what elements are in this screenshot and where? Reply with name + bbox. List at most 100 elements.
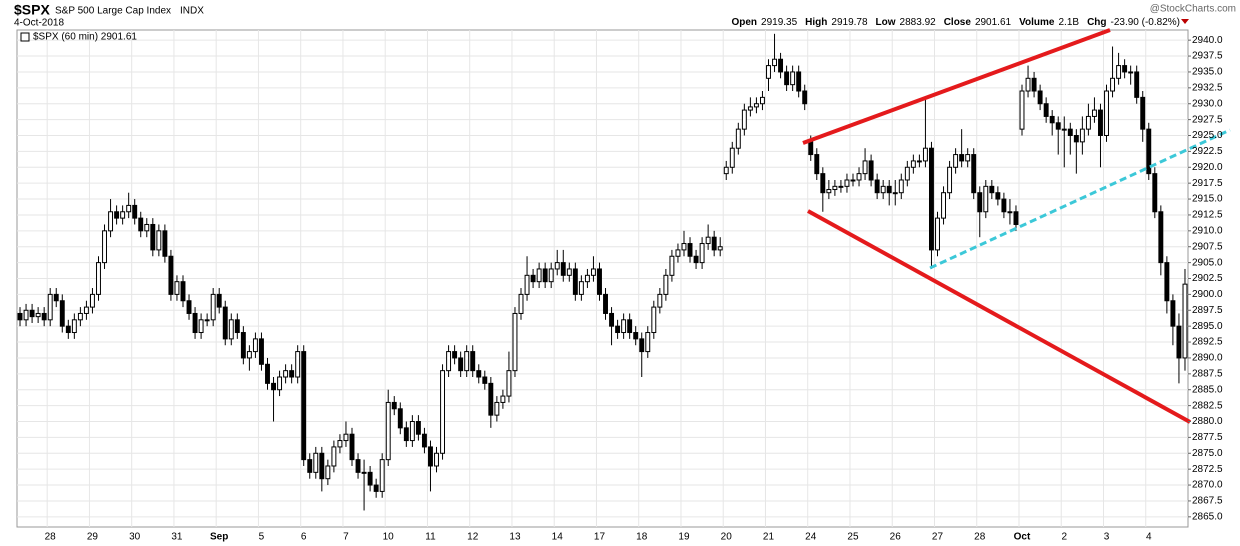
- candle-body: [464, 351, 470, 372]
- y-tick-label: 2905.0: [1192, 257, 1223, 268]
- candle-body: [59, 300, 65, 327]
- x-tick-label: Sep: [210, 532, 228, 543]
- candle-body: [814, 154, 820, 175]
- y-tick-label: 2922.5: [1192, 146, 1223, 157]
- candle-body: [832, 185, 838, 191]
- candle-body: [494, 401, 500, 416]
- y-tick-label: 2930.0: [1192, 98, 1223, 109]
- candle-body: [1019, 90, 1025, 130]
- y-tick-label: 2937.5: [1192, 51, 1223, 62]
- candle-body: [1170, 300, 1176, 327]
- candle-body: [138, 217, 144, 232]
- x-tick-label: 4: [1146, 532, 1152, 543]
- y-tick-label: 2925.0: [1192, 130, 1223, 141]
- candle-body: [1140, 96, 1146, 130]
- candle-body: [361, 471, 367, 474]
- y-tick-label: 2880.0: [1192, 416, 1223, 427]
- candle-body: [796, 71, 802, 92]
- candle-body: [1164, 262, 1170, 302]
- x-tick-label: 26: [890, 532, 902, 543]
- candle-body: [741, 109, 747, 130]
- candle-body: [639, 338, 645, 353]
- x-tick-label: 2: [1061, 532, 1067, 543]
- y-tick-label: 2882.5: [1192, 400, 1223, 411]
- y-tick-label: 2890.0: [1192, 353, 1223, 364]
- x-tick-label: 12: [467, 532, 479, 543]
- y-tick-label: 2870.0: [1192, 480, 1223, 491]
- candle-body: [337, 440, 343, 448]
- candle-body: [633, 332, 639, 340]
- exchange: INDX: [180, 6, 204, 17]
- candle-body: [886, 185, 892, 194]
- candle-body: [488, 382, 494, 416]
- candle-body: [910, 160, 916, 168]
- ohlc-value: -23.90 (-0.82%): [1111, 17, 1180, 28]
- candle-body: [947, 166, 953, 194]
- candle-body: [35, 312, 41, 318]
- candle-body: [446, 351, 452, 372]
- candle-body: [1073, 135, 1079, 143]
- candle-body: [162, 230, 168, 257]
- candle-body: [506, 370, 512, 397]
- candle-body: [657, 293, 663, 308]
- candle-body: [898, 179, 904, 194]
- x-tick-label: 19: [678, 532, 690, 543]
- candle-body: [935, 217, 940, 251]
- candle-body: [1025, 77, 1031, 92]
- candle-body: [409, 420, 415, 442]
- candle-body: [482, 376, 488, 384]
- x-tick-label: 17: [594, 532, 606, 543]
- candle-body: [1128, 71, 1134, 74]
- candle-body: [1134, 71, 1140, 98]
- candle-body: [144, 223, 150, 232]
- candle-body: [391, 401, 397, 410]
- y-tick-label: 2920.0: [1192, 162, 1223, 173]
- candle-body: [277, 376, 283, 391]
- y-tick-label: 2900.0: [1192, 289, 1223, 300]
- candle-body: [669, 255, 675, 276]
- candle-body: [83, 306, 89, 314]
- candle-body: [766, 65, 771, 79]
- candle-body: [1158, 211, 1164, 264]
- candle-body: [1146, 128, 1152, 175]
- candle-body: [953, 154, 959, 168]
- date: 4-Oct-2018: [14, 18, 64, 29]
- candle-body: [1049, 115, 1055, 124]
- candle-body: [156, 230, 162, 251]
- candle-body: [892, 192, 898, 195]
- candle-body: [772, 58, 777, 67]
- candle-body: [150, 223, 156, 251]
- support-trendline: [929, 128, 1231, 270]
- candle-body: [784, 71, 790, 86]
- candle-body: [621, 319, 627, 334]
- watermark: @StockCharts.com: [1150, 4, 1236, 15]
- candle-body: [222, 306, 228, 340]
- y-tick-label: 2877.5: [1192, 432, 1223, 443]
- candle-body: [729, 147, 735, 168]
- candle-body: [295, 351, 301, 378]
- candle-body: [1182, 283, 1188, 359]
- candle-body: [977, 192, 983, 213]
- candle-body: [470, 351, 476, 372]
- x-tick-label: Oct: [1014, 532, 1031, 543]
- candle-body: [609, 312, 615, 327]
- ohlc-label: Open: [731, 17, 757, 28]
- candle-body: [597, 268, 602, 295]
- candle-body: [421, 433, 427, 448]
- ohlc-header: Open 2919.35 High 2919.78 Low 2883.92 Close 290…: [731, 17, 1180, 28]
- candle-body: [735, 128, 741, 149]
- candle-body: [995, 192, 1001, 200]
- candle-body: [627, 319, 633, 334]
- candle-body: [452, 351, 458, 359]
- x-tick-label: 7: [343, 532, 349, 543]
- candle-body: [880, 185, 886, 194]
- y-tick-label: 2915.0: [1192, 194, 1223, 205]
- candle-body: [126, 204, 132, 213]
- candle-body: [850, 179, 856, 182]
- x-tick-label: 13: [509, 532, 521, 543]
- y-tick-label: 2897.5: [1192, 305, 1223, 316]
- candle-body: [1152, 173, 1158, 213]
- candle-body: [198, 319, 204, 334]
- candle-body: [838, 185, 844, 188]
- candle-body: [536, 268, 542, 283]
